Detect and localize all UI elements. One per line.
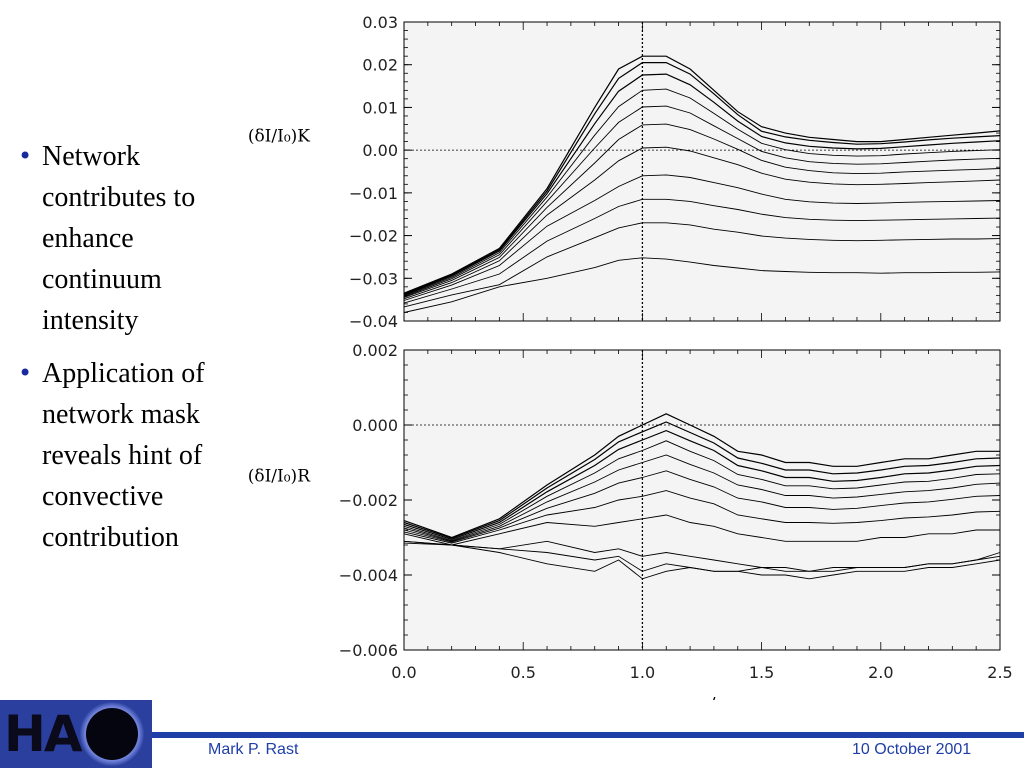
x-tick-label: 0.5 bbox=[510, 663, 535, 682]
footer-author: Mark P. Rast bbox=[208, 741, 299, 758]
footer-divider bbox=[152, 732, 1024, 738]
data-series-line bbox=[403, 514, 1000, 546]
footer-date: 10 October 2001 bbox=[852, 741, 972, 758]
y-tick-label: −0.002 bbox=[339, 491, 398, 510]
x-tick-label: 0.0 bbox=[391, 663, 416, 682]
bullet-list: • Network contributes to enhance continu… bbox=[18, 136, 248, 570]
y-tick-label: 0.00 bbox=[362, 141, 398, 160]
y-tick-label: −0.006 bbox=[339, 641, 398, 660]
hao-logo: HA bbox=[0, 700, 152, 768]
y-tick-label: 0.000 bbox=[352, 416, 398, 435]
data-series-line bbox=[403, 55, 1001, 294]
y-tick-label: 0.002 bbox=[352, 341, 398, 360]
y-tick-label: 0.02 bbox=[362, 56, 398, 75]
data-series-line bbox=[403, 73, 1001, 296]
logo-text: HA bbox=[4, 705, 83, 763]
x-axis-label: r/r₀ bbox=[701, 694, 732, 700]
data-series-line bbox=[403, 61, 1001, 295]
bullet-item: • Network contributes to enhance continu… bbox=[18, 136, 248, 341]
y-tick-label: −0.02 bbox=[349, 227, 398, 246]
y-tick-label: −0.01 bbox=[349, 184, 398, 203]
bullet-text: Network contributes to enhance continuum… bbox=[42, 141, 196, 336]
bullet-text: Application of network mask reveals hint… bbox=[42, 358, 205, 553]
data-series-line bbox=[403, 257, 1001, 313]
data-series-line bbox=[403, 198, 1001, 304]
data-series-line bbox=[403, 123, 1001, 298]
x-tick-label: 2.0 bbox=[868, 663, 893, 682]
y-tick-label: 0.01 bbox=[362, 98, 398, 117]
data-series-line bbox=[403, 470, 1001, 543]
plot-area bbox=[404, 350, 1000, 650]
data-series-line bbox=[403, 174, 1001, 301]
data-series-line bbox=[403, 540, 1001, 580]
data-series-line bbox=[403, 490, 1001, 544]
chart-figure: 0.03 0.02 0.01 0.00 −0.01 −0.02 −0.03 −0.04 (δI/… bbox=[248, 13, 1013, 700]
data-series-line bbox=[403, 542, 1001, 580]
x-tick-label: 2.5 bbox=[987, 663, 1012, 682]
data-series-line bbox=[403, 88, 1001, 297]
y-axis-label: (δI/I₀)R bbox=[248, 466, 311, 486]
y-tick-label: −0.03 bbox=[349, 269, 398, 288]
x-tick-label: 1.0 bbox=[630, 663, 655, 682]
y-tick-label: −0.04 bbox=[349, 312, 398, 331]
bullet-dot-icon: • bbox=[18, 359, 33, 387]
data-series-line bbox=[403, 429, 1001, 541]
bullet-dot-icon: • bbox=[18, 142, 33, 170]
data-series-line bbox=[403, 421, 1001, 539]
plot-frame bbox=[403, 21, 1001, 322]
x-tick-label: 1.5 bbox=[749, 663, 774, 682]
data-series-line bbox=[403, 440, 1001, 541]
sun-icon bbox=[86, 708, 138, 760]
data-series-line bbox=[403, 105, 1001, 298]
data-series-line bbox=[403, 222, 1001, 308]
y-tick-label: −0.004 bbox=[339, 566, 398, 585]
bullet-item: • Application of network mask reveals hi… bbox=[18, 353, 248, 558]
y-axis-label: (δI/I₀)K bbox=[248, 127, 310, 147]
y-tick-label: 0.03 bbox=[362, 13, 398, 32]
data-series-line bbox=[403, 454, 1001, 542]
data-series-line bbox=[403, 146, 1001, 300]
data-series-line bbox=[403, 413, 1000, 539]
